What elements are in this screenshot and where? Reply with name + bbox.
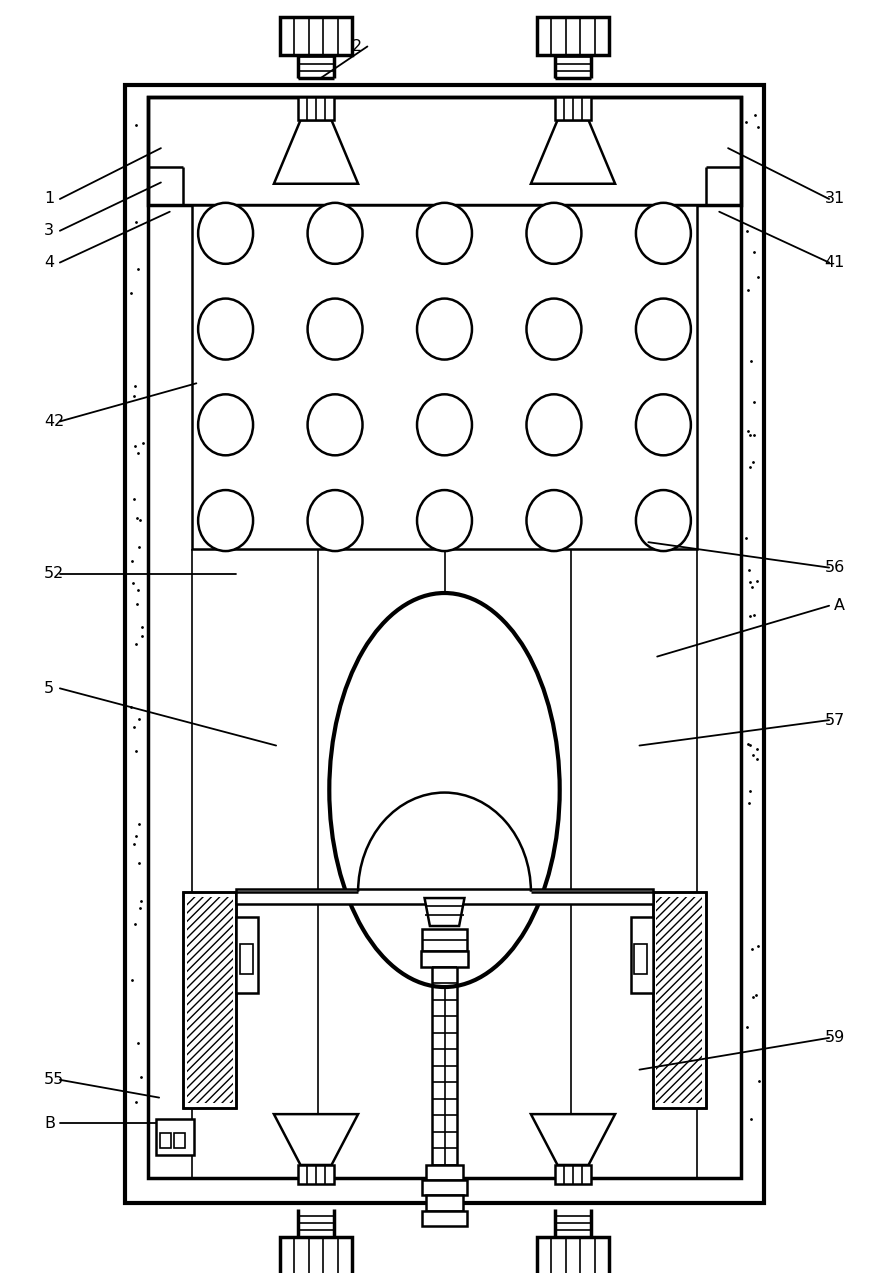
Ellipse shape: [198, 394, 253, 455]
Bar: [634, 944, 647, 974]
Ellipse shape: [308, 490, 363, 551]
Bar: [183, 891, 236, 1108]
Text: 2: 2: [351, 40, 362, 54]
Text: 42: 42: [44, 414, 64, 428]
Text: 41: 41: [825, 255, 845, 270]
Bar: [148, 97, 741, 1178]
Ellipse shape: [417, 298, 472, 360]
Bar: [653, 891, 706, 1108]
Bar: [656, 896, 702, 1103]
Ellipse shape: [636, 203, 691, 264]
Text: 52: 52: [44, 566, 64, 581]
Ellipse shape: [329, 593, 560, 987]
Ellipse shape: [417, 203, 472, 264]
Text: 31: 31: [825, 191, 845, 207]
Text: 5: 5: [44, 681, 54, 696]
Bar: [148, 97, 741, 205]
Bar: [426, 1196, 463, 1211]
Text: 1: 1: [44, 191, 54, 207]
Text: 55: 55: [44, 1072, 64, 1088]
Ellipse shape: [308, 394, 363, 455]
Bar: [236, 889, 653, 904]
Bar: [422, 1181, 467, 1196]
Polygon shape: [425, 898, 464, 926]
Bar: [556, 97, 590, 120]
Ellipse shape: [526, 298, 581, 360]
Bar: [183, 891, 236, 1108]
Text: 57: 57: [825, 713, 845, 728]
Bar: [187, 896, 233, 1103]
Bar: [240, 944, 253, 974]
Ellipse shape: [308, 203, 363, 264]
Text: A: A: [834, 598, 845, 613]
Bar: [160, 1133, 171, 1149]
Ellipse shape: [198, 490, 253, 551]
Bar: [426, 1165, 463, 1181]
Bar: [156, 1119, 194, 1155]
Polygon shape: [531, 120, 615, 184]
Bar: [174, 1133, 185, 1149]
Ellipse shape: [417, 394, 472, 455]
Text: 56: 56: [825, 560, 845, 575]
Bar: [422, 928, 467, 951]
Ellipse shape: [526, 490, 581, 551]
Ellipse shape: [526, 394, 581, 455]
Polygon shape: [274, 120, 358, 184]
Bar: [556, 1165, 590, 1184]
Polygon shape: [531, 1114, 615, 1165]
Bar: [630, 917, 653, 993]
Ellipse shape: [417, 490, 472, 551]
Ellipse shape: [636, 298, 691, 360]
Bar: [192, 205, 697, 548]
Bar: [422, 1211, 467, 1227]
Ellipse shape: [636, 490, 691, 551]
Bar: [299, 97, 333, 120]
Ellipse shape: [526, 203, 581, 264]
Bar: [537, 18, 609, 55]
Ellipse shape: [198, 203, 253, 264]
Polygon shape: [274, 1114, 358, 1165]
Bar: [280, 18, 352, 55]
Text: 59: 59: [825, 1030, 845, 1046]
Ellipse shape: [198, 298, 253, 360]
Text: 4: 4: [44, 255, 54, 270]
Bar: [125, 84, 764, 1204]
Bar: [280, 1238, 352, 1275]
Bar: [236, 917, 259, 993]
Bar: [421, 951, 468, 966]
Ellipse shape: [636, 394, 691, 455]
Text: B: B: [44, 1116, 55, 1131]
Text: 3: 3: [44, 223, 54, 238]
Bar: [299, 1165, 333, 1184]
Ellipse shape: [308, 298, 363, 360]
Bar: [537, 1238, 609, 1275]
Bar: [653, 891, 706, 1108]
